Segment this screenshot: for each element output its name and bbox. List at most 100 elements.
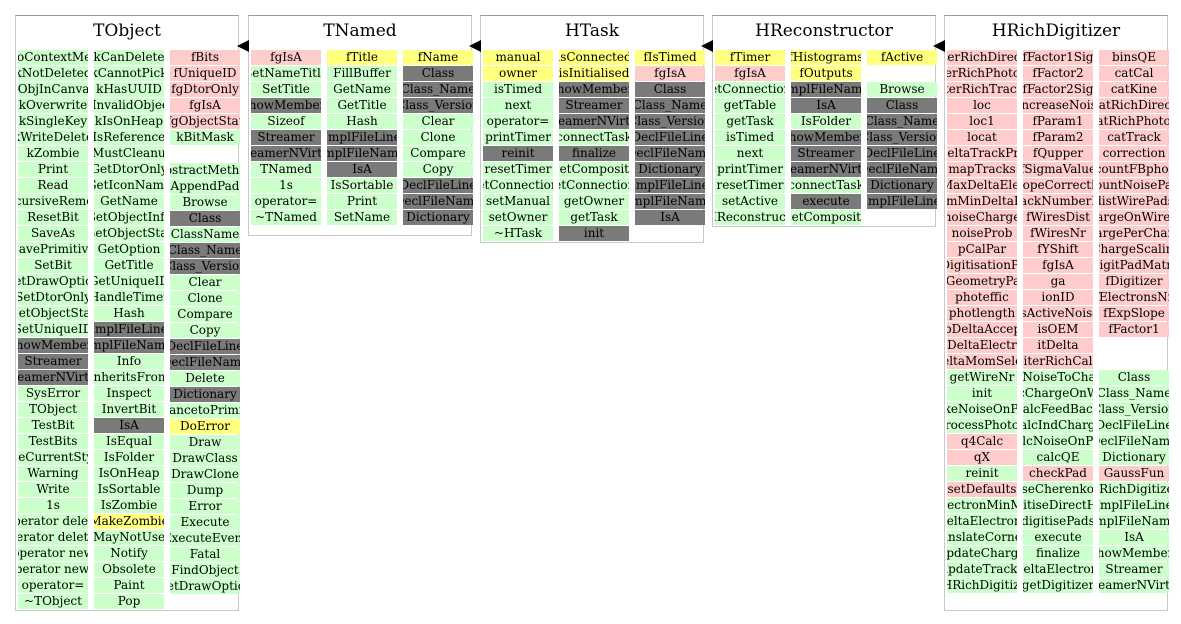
member-label: Sizeof <box>267 114 305 128</box>
member-cell: fgIsA <box>170 98 240 113</box>
member-label: operator new <box>18 546 88 560</box>
member-cell: iterRichDirect <box>947 50 1017 65</box>
member-label: ExecuteEvent <box>170 531 240 545</box>
member-label: pCalPar <box>957 242 1007 256</box>
member-cell: GetName <box>327 82 397 97</box>
member-label: loc1 <box>969 114 995 128</box>
member-cell: calcChargeOnWire <box>1023 386 1093 401</box>
member-label: ga <box>1050 274 1066 288</box>
member-cell: Copy <box>403 162 473 177</box>
member-cell: IsA <box>635 210 705 225</box>
member-label: FindObject <box>171 563 239 577</box>
member-cell: fgObjectStat <box>170 114 240 129</box>
member-label: isTimed <box>494 82 542 96</box>
member-cell: fYShift <box>1023 242 1093 257</box>
member-cell: fExpSlope <box>1099 306 1169 321</box>
member-label: Class <box>885 98 919 112</box>
member-label: photlength <box>948 306 1016 320</box>
member-label: Compare <box>410 146 466 160</box>
member-label: IsA <box>660 210 680 224</box>
member-label: ImplFileLine <box>94 322 164 336</box>
member-cell: qX <box>947 450 1017 465</box>
member-cell: ImplFileLine <box>94 322 164 337</box>
member-cell: ResetBit <box>18 210 88 225</box>
member-cell: kNoContextMenu <box>18 50 88 65</box>
member-label: Class <box>188 211 222 225</box>
member-cell: Class <box>867 98 937 113</box>
member-label: 1s <box>46 498 60 512</box>
member-cell: GetObjectStat <box>94 226 164 241</box>
member-label: kIsOnHeap <box>94 114 164 128</box>
member-label: ImplFileLine <box>867 194 937 208</box>
member-label: catCal <box>1114 66 1154 80</box>
member-label: calcChargeOnWire <box>1023 386 1093 400</box>
member-cell: kCanDelete <box>94 50 164 65</box>
member-cell: Class <box>403 66 473 81</box>
member-cell: ga <box>1023 274 1093 289</box>
member-label: DeclFileName <box>403 194 473 208</box>
member-label: StreamerNVirtual <box>791 162 861 176</box>
member-cell: updateTracks <box>947 562 1017 577</box>
member-cell: calcQE <box>1023 450 1093 465</box>
member-cell: Clear <box>403 114 473 129</box>
member-label: isTimed <box>726 130 774 144</box>
member-cell: StreamerNVirtual <box>18 370 88 385</box>
inheritance-arrow-icon <box>469 40 481 52</box>
member-label: ShowMembers <box>251 98 321 112</box>
member-label: Inspect <box>106 386 152 400</box>
member-cell: ImplFileName <box>327 146 397 161</box>
member-cell: SetNameTitle <box>251 66 321 81</box>
member-label: kWriteDelete <box>18 130 88 144</box>
member-cell: operator new <box>18 546 88 561</box>
member-cell: Streamer <box>559 98 629 113</box>
member-label: SetDtorOnly <box>18 290 88 304</box>
member-cell: DeclFileLine <box>1099 418 1169 433</box>
member-label: fIsTimed <box>643 50 697 64</box>
member-cell: loc <box>947 98 1017 113</box>
member-label: SetDrawOption <box>18 274 88 288</box>
member-label: isActiveNoise <box>1023 306 1093 320</box>
member-cell: SysError <box>18 386 88 401</box>
member-cell: SetObjectStat <box>18 306 88 321</box>
member-column: fTitle FillBuffer GetName GetTitle Hash ImplF… <box>327 50 397 226</box>
member-cell: Class_Version <box>635 114 705 129</box>
member-label: Clear <box>188 275 222 289</box>
member-cell: getWireNr <box>947 370 1017 385</box>
member-cell: fFactor1 <box>1099 322 1169 337</box>
member-label: Dictionary <box>173 387 237 401</box>
member-label: DeclFileLine <box>1099 418 1169 432</box>
member-cell: Pop <box>94 594 164 609</box>
member-cell: IsSortable <box>94 482 164 497</box>
member-label: addNoiseToCharge <box>1023 370 1093 384</box>
member-label: DeclFileName <box>170 355 240 369</box>
member-column: iterRichDirect iterRichPhoton iterRichTrac… <box>947 50 1017 594</box>
member-cell: StreamerNVirtual <box>559 114 629 129</box>
member-label: Browse <box>879 82 925 96</box>
member-cell: Info <box>94 354 164 369</box>
member-label: GetOption <box>97 242 161 256</box>
member-label: kSingleKey <box>18 114 88 128</box>
class-box-tobject: TObject kNoContextMenu kNotDeleted kObjInCa… <box>15 15 240 611</box>
member-label: DeclFileName <box>635 146 705 160</box>
member-column: kNoContextMenu kNotDeleted kObjInCanvas kOv… <box>18 50 88 610</box>
member-label: TNamed <box>260 162 312 176</box>
member-cell: getComposite <box>559 162 629 177</box>
member-cell: loc1 <box>947 114 1017 129</box>
member-cell: fDigitizer <box>1099 274 1169 289</box>
member-label: digitisePads <box>1023 514 1093 528</box>
member-label: HandleTimer <box>94 290 164 304</box>
member-label: GetTitle <box>104 258 154 272</box>
member-cell: iterRichCal <box>1023 354 1093 369</box>
member-label: MakeZombie <box>94 514 164 528</box>
member-cell: 1s <box>18 498 88 513</box>
member-label: Streamer <box>257 130 315 144</box>
member-label: updateCharge <box>947 546 1017 560</box>
member-label: Class_Version <box>1099 402 1169 416</box>
member-label: pMaxDeltaElect <box>947 178 1017 192</box>
member-label: StreamerNVirtual <box>18 370 88 384</box>
member-cell: resetTimer <box>483 162 553 177</box>
member-label: Dictionary <box>1102 450 1166 464</box>
member-cell: AbstractMethod <box>170 163 240 178</box>
member-label: execute <box>1034 530 1082 544</box>
member-cell: checkPad <box>1023 466 1093 481</box>
